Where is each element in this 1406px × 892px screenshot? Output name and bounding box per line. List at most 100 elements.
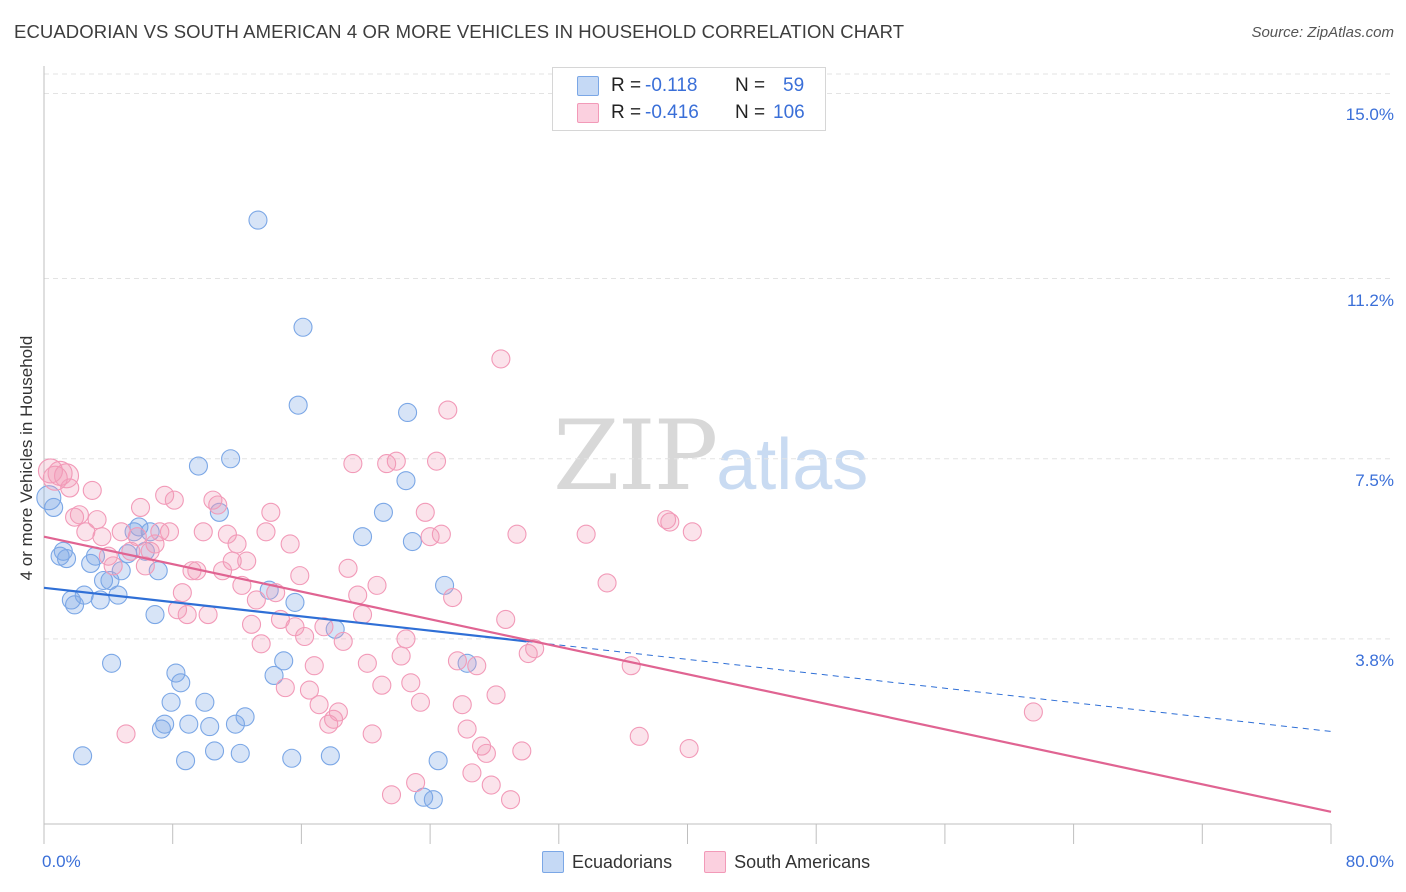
data-point	[299, 680, 319, 700]
series-points	[36, 210, 1043, 810]
trend-line-south-americans	[43, 535, 1332, 813]
data-point	[166, 663, 186, 683]
data-point	[328, 702, 348, 722]
data-point	[130, 497, 151, 517]
data-point	[177, 605, 197, 625]
data-point	[280, 534, 300, 554]
y-axis-label: 4 or more Vehicles in Household	[17, 335, 36, 581]
data-point	[396, 629, 416, 649]
data-point	[402, 531, 422, 552]
data-point	[150, 522, 170, 542]
data-point	[208, 495, 228, 515]
data-point	[102, 653, 122, 673]
data-point	[69, 505, 89, 525]
y-tick-label: 15.0%	[1345, 105, 1394, 125]
data-point	[209, 502, 229, 522]
data-point	[500, 790, 521, 810]
data-point	[621, 656, 641, 676]
data-point	[309, 695, 329, 715]
data-point	[338, 558, 358, 578]
legend-r-value: -0.118	[645, 75, 698, 96]
data-point	[73, 746, 93, 766]
data-point	[431, 524, 451, 544]
data-point	[36, 485, 62, 511]
legend-swatch-south-americans	[704, 851, 727, 873]
data-point	[155, 714, 175, 734]
data-point	[320, 746, 340, 766]
data-point	[179, 714, 199, 734]
data-point	[496, 609, 516, 630]
data-point	[415, 502, 435, 522]
x-tick-label-max: 80.0%	[1345, 852, 1394, 871]
data-point	[507, 524, 527, 544]
data-point	[362, 724, 382, 744]
data-point	[155, 485, 175, 505]
data-point	[428, 751, 448, 771]
data-point	[227, 534, 247, 554]
axes	[43, 66, 1332, 844]
data-point	[295, 626, 315, 647]
chart-title: ECUADORIAN VS SOUTH AMERICAN 4 OR MORE V…	[14, 21, 905, 42]
data-point	[426, 451, 447, 471]
data-point	[60, 478, 80, 498]
data-point	[381, 785, 402, 805]
data-point	[172, 583, 192, 603]
data-point	[248, 210, 268, 230]
data-point	[241, 614, 262, 634]
source-label: Source: ZipAtlas.com	[1251, 24, 1394, 41]
data-point	[396, 471, 416, 491]
data-point	[135, 556, 155, 576]
y-tick-label: 3.8%	[1355, 650, 1394, 670]
legend-item-south-americans: South Americans	[704, 851, 870, 873]
data-point	[225, 714, 245, 734]
data-point	[293, 317, 313, 337]
data-point	[285, 592, 305, 612]
series-legend: Ecuadorians South Americans	[542, 851, 902, 873]
data-point	[275, 678, 295, 698]
data-point	[127, 527, 147, 547]
data-point	[74, 585, 94, 605]
data-point	[188, 456, 208, 476]
data-point	[367, 575, 387, 595]
legend-n-label: N =	[735, 75, 766, 96]
data-point	[256, 522, 276, 542]
data-point	[164, 490, 184, 510]
legend-label-south-americans: South Americans	[734, 851, 871, 872]
data-point	[410, 692, 430, 712]
data-point	[438, 400, 458, 420]
data-point	[195, 692, 215, 712]
legend-r-label: R =	[611, 75, 642, 96]
data-point	[597, 573, 617, 593]
data-point	[343, 454, 363, 474]
x-tick-label-min: 0.0%	[42, 852, 81, 871]
data-point	[443, 587, 463, 608]
data-point	[314, 617, 334, 637]
data-point	[1023, 702, 1043, 722]
data-point	[352, 605, 373, 625]
data-point	[629, 726, 649, 746]
legend-row-south-americans: R = -0.416 N = 106	[577, 100, 805, 126]
data-point	[476, 743, 496, 763]
legend-r-label: R =	[611, 102, 642, 123]
data-point	[518, 643, 538, 664]
correlation-legend: R = -0.118 N = 59 R = -0.416 N = 106	[552, 67, 826, 131]
data-point	[246, 590, 266, 610]
data-point	[161, 692, 181, 712]
y-tick-label: 11.2%	[1347, 290, 1394, 310]
data-point	[200, 717, 220, 737]
legend-label-ecuadorians: Ecuadorians	[572, 851, 673, 872]
data-point	[65, 507, 85, 527]
data-point	[285, 617, 305, 637]
data-point	[576, 524, 596, 544]
data-point	[352, 527, 373, 547]
legend-n-value: 106	[773, 102, 805, 123]
data-point	[92, 527, 112, 547]
data-point	[274, 651, 294, 671]
data-point	[457, 719, 477, 739]
data-point	[235, 707, 255, 727]
data-point	[679, 738, 699, 759]
data-point	[467, 656, 487, 676]
data-point	[140, 522, 160, 542]
data-point	[660, 512, 680, 532]
